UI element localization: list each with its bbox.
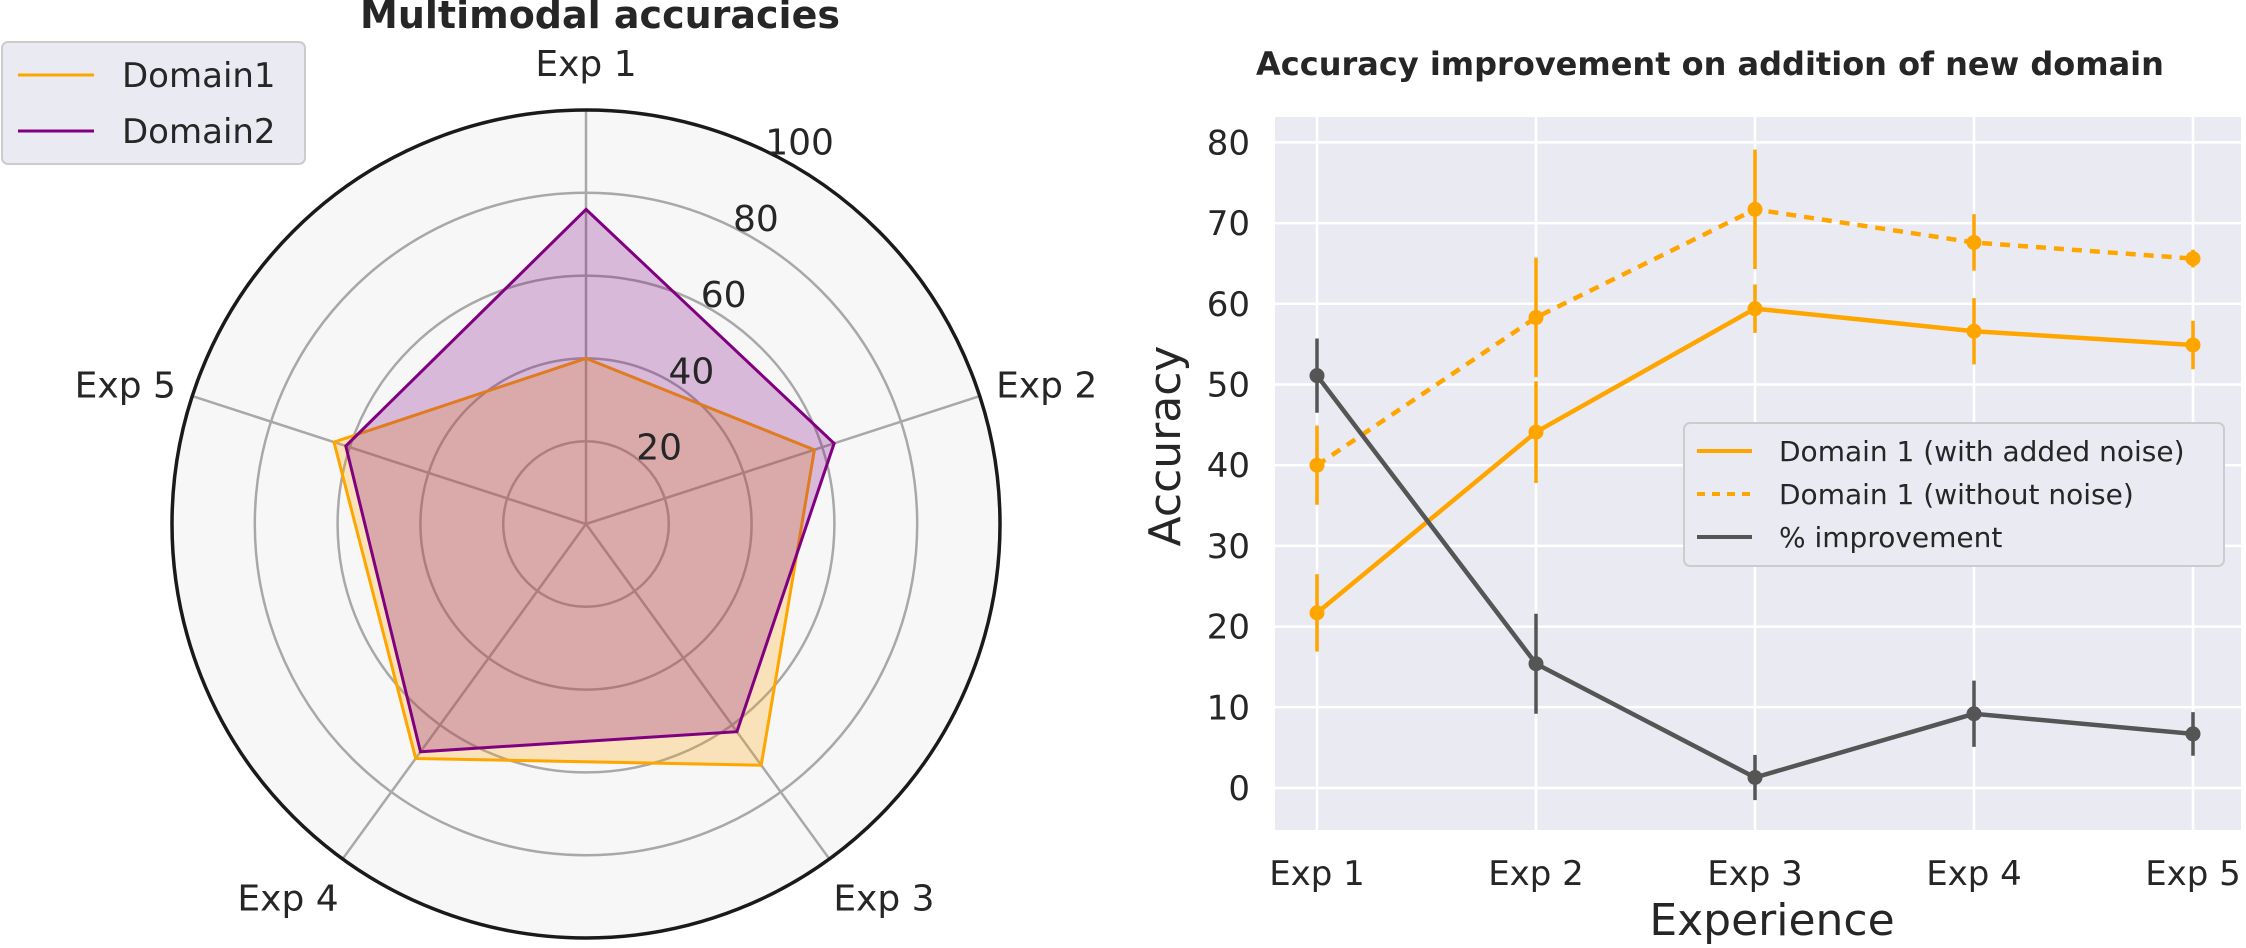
radar-tick-label: 100 bbox=[765, 123, 834, 164]
radar-legend: Domain1 Domain2 bbox=[1, 41, 306, 165]
line-title: Accuracy improvement on addition of new … bbox=[1256, 45, 2164, 83]
legend-label-improvement: % improvement bbox=[1779, 521, 2002, 554]
line-legend-box bbox=[1683, 422, 2225, 567]
radar-spoke bbox=[584, 523, 831, 860]
radar-series bbox=[332, 207, 836, 767]
y-tick-label: 50 bbox=[1207, 366, 1250, 406]
line-series bbox=[1309, 149, 2201, 801]
radar-title: Multimodal accuracies bbox=[360, 0, 840, 37]
radar-category-label: Exp 3 bbox=[833, 878, 934, 919]
radar-radial-ticks: 20 40 60 80 100 bbox=[636, 123, 834, 469]
radar-category-labels: Exp 1 Exp 2 Exp 3 Exp 4 Exp 5 bbox=[75, 44, 1098, 919]
line-legend: Domain 1 (with added noise) Domain 1 (wi… bbox=[1683, 422, 2225, 567]
series-1 bbox=[1309, 149, 2201, 505]
series-2 bbox=[1309, 338, 2201, 801]
data-point bbox=[1747, 770, 1763, 786]
legend-label-without-noise: Domain 1 (without noise) bbox=[1779, 478, 2134, 511]
line-chart: Accuracy improvement on addition of new … bbox=[1140, 45, 2241, 946]
radar-outer-frame bbox=[170, 108, 1002, 940]
radar-series-domain1 bbox=[332, 356, 817, 767]
y-tick-labels: 0 10 20 30 40 50 60 70 80 bbox=[1207, 123, 1250, 809]
legend-label-noise: Domain 1 (with added noise) bbox=[1779, 435, 2185, 468]
radar-category-label: Exp 1 bbox=[535, 44, 636, 85]
radar-category-label: Exp 5 bbox=[75, 366, 176, 407]
data-point bbox=[1309, 457, 1325, 473]
legend-label-domain2: Domain2 bbox=[122, 112, 276, 152]
x-tick-label: Exp 3 bbox=[1707, 854, 1803, 894]
x-tick-label: Exp 5 bbox=[2145, 854, 2241, 894]
y-tick-label: 40 bbox=[1207, 446, 1250, 486]
x-tick-label: Exp 4 bbox=[1926, 854, 2022, 894]
y-tick-label: 80 bbox=[1207, 123, 1250, 163]
x-tick-label: Exp 1 bbox=[1269, 854, 1365, 894]
y-tick-label: 0 bbox=[1228, 769, 1250, 809]
data-point bbox=[1747, 201, 1763, 217]
y-tick-label: 10 bbox=[1207, 688, 1250, 728]
radar-category-label: Exp 4 bbox=[237, 878, 338, 919]
legend-label-domain1: Domain1 bbox=[122, 56, 276, 96]
y-tick-label: 20 bbox=[1207, 608, 1250, 648]
data-point bbox=[1966, 323, 1982, 339]
data-point bbox=[1966, 706, 1982, 722]
radar-spoke bbox=[585, 394, 981, 526]
radar-tick-label: 80 bbox=[733, 199, 779, 240]
radar-series-domain2 bbox=[344, 207, 836, 754]
x-tick-labels: Exp 1 Exp 2 Exp 3 Exp 4 Exp 5 bbox=[1269, 854, 2241, 894]
data-point bbox=[1528, 310, 1544, 326]
data-point bbox=[1747, 301, 1763, 317]
data-point bbox=[1309, 368, 1325, 384]
radar-category-label: Exp 2 bbox=[996, 366, 1097, 407]
x-tick-label: Exp 2 bbox=[1488, 854, 1584, 894]
radar-spoke bbox=[191, 394, 587, 526]
data-point bbox=[1528, 656, 1544, 672]
radar-spoke bbox=[341, 523, 588, 860]
radar-legend-box bbox=[1, 41, 306, 165]
data-point bbox=[2185, 337, 2201, 353]
series-0 bbox=[1309, 284, 2201, 652]
radar-spokes bbox=[191, 110, 981, 860]
x-axis-label: Experience bbox=[1649, 895, 1894, 946]
y-tick-label: 30 bbox=[1207, 527, 1250, 567]
radar-tick-label: 40 bbox=[668, 351, 714, 392]
data-point bbox=[1966, 234, 1982, 250]
data-point bbox=[2185, 726, 2201, 742]
data-point bbox=[1528, 424, 1544, 440]
data-point bbox=[1309, 605, 1325, 621]
radar-tick-label: 20 bbox=[636, 428, 682, 469]
y-axis-label: Accuracy bbox=[1140, 346, 1191, 547]
data-point bbox=[2185, 251, 2201, 267]
radar-tick-label: 60 bbox=[701, 275, 747, 316]
y-tick-label: 60 bbox=[1207, 285, 1250, 325]
y-tick-label: 70 bbox=[1207, 204, 1250, 244]
